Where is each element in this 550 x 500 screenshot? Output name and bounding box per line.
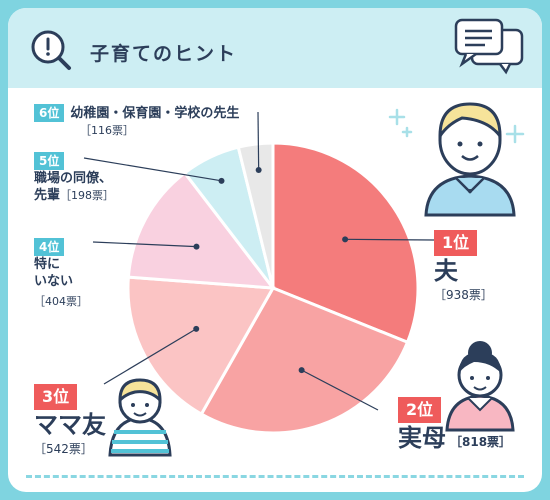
category-name: 実母 ［818票］ [398,424,512,452]
category-name: 職場の同僚、 [34,171,113,186]
slice-label: 5位 職場の同僚、 先輩［198票］ [34,150,114,204]
category-name: 幼稚園・保育園・学校の先生 [70,106,240,121]
leader-line [83,157,222,182]
slice-label: 6位 幼稚園・保育園・学校の先生 ［116票］ [34,102,239,138]
leader-dot [298,367,305,374]
husband-avatar [424,102,516,217]
leader-line [92,241,197,248]
leader-line [103,328,197,385]
slice-label: 1位夫 ［938票］ [434,230,493,303]
magnifier-icon [31,30,71,70]
sparkle-icon [388,108,525,144]
leader-dot [255,166,262,173]
rank-badge: 5位 [34,152,65,170]
pie-slice [271,141,420,345]
divider [26,475,524,478]
vote-count: ［404票］ [34,295,88,308]
leader-line [257,111,260,170]
pie-slice [126,275,276,417]
slice-label: 4位 特にいない ［404票］ [34,236,88,309]
category-name: 夫 [434,257,458,285]
rank-badge: 4位 [34,238,65,256]
rank-badge: 1位 [434,230,478,256]
mama-friend-avatar [108,378,172,457]
page-title: 子育てのヒント [90,43,238,65]
leader-line [345,238,435,241]
slice-label: 3位 ママ友 ［542票］ [34,384,106,457]
category-name: 先輩［198票］ [34,188,115,203]
mother-avatar [445,341,515,432]
leader-line [301,369,379,411]
rank-badge: 2位 [398,397,442,423]
title-bar [8,8,542,88]
slice-label: 2位 実母 ［818票］ [398,397,511,457]
chat-bubbles-icon [454,18,524,75]
pie-slice [126,170,277,290]
category-name: ママ友 [34,411,106,439]
rank-badge: 6位 [34,104,65,122]
vote-count: ［198票］ [60,189,115,202]
leader-dot [342,236,349,243]
vote-count: ［116票］ [80,124,134,137]
pie-slice [236,141,275,289]
leader-dot [193,325,200,332]
vote-count: ［542票］ [34,442,93,456]
vote-count: ［818票］ [450,435,512,449]
vote-count: ［938票］ [434,288,493,302]
category-name: 特に [34,257,61,272]
leader-dot [193,243,200,250]
leader-dot [218,177,225,184]
category-name: いない [34,274,74,289]
rank-badge: 3位 [34,384,78,410]
